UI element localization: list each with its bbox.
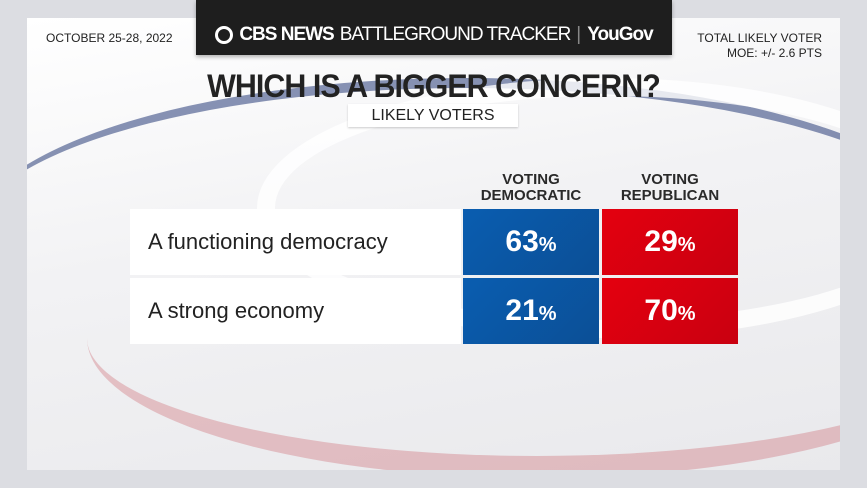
cell-republican: 29% [602, 209, 738, 275]
cell-democratic: 63% [463, 209, 599, 275]
column-header-line: REPUBLICAN [620, 187, 720, 204]
header-banner: CBS NEWS BATTLEGROUND TRACKER | YouGov [196, 0, 672, 55]
chart-title: WHICH IS A BIGGER CONCERN? [207, 68, 661, 104]
percent-sign: % [677, 303, 696, 325]
percent-sign: % [677, 234, 696, 256]
column-header-democratic: VOTING DEMOCRATIC [463, 172, 599, 204]
brand: CBS NEWS [239, 23, 334, 45]
moe-label: MOE: +/- 2.6 PTS [726, 46, 822, 60]
column-header-line: DEMOCRATIC [480, 187, 582, 204]
percent-sign: % [538, 303, 557, 325]
sample-info: TOTAL LIKELY VOTER MOE: +/- 2.6 PTS [697, 31, 822, 61]
decorative-swoosh-blue [27, 78, 840, 408]
cell-democratic: 21% [463, 278, 599, 344]
partner-logo: YouGov [587, 23, 653, 45]
program: BATTLEGROUND TRACKER [339, 23, 572, 45]
value: 63 [505, 225, 539, 258]
value: 70 [644, 294, 678, 327]
divider: | [576, 23, 582, 45]
sample-label: TOTAL LIKELY VOTER [697, 31, 822, 45]
column-header-line: VOTING [502, 171, 560, 188]
cbs-eye-icon [215, 25, 234, 44]
row-label: A functioning democracy [130, 209, 461, 275]
column-header-line: VOTING [641, 171, 699, 188]
percent-sign: % [538, 234, 557, 256]
cell-republican: 70% [602, 278, 738, 344]
column-header-republican: VOTING REPUBLICAN [602, 172, 738, 204]
chart-subtitle: LIKELY VOTERS [348, 104, 518, 127]
value: 21 [505, 294, 539, 327]
survey-date: OCTOBER 25-28, 2022 [46, 31, 173, 45]
value: 29 [644, 225, 678, 258]
row-label: A strong economy [130, 278, 461, 344]
